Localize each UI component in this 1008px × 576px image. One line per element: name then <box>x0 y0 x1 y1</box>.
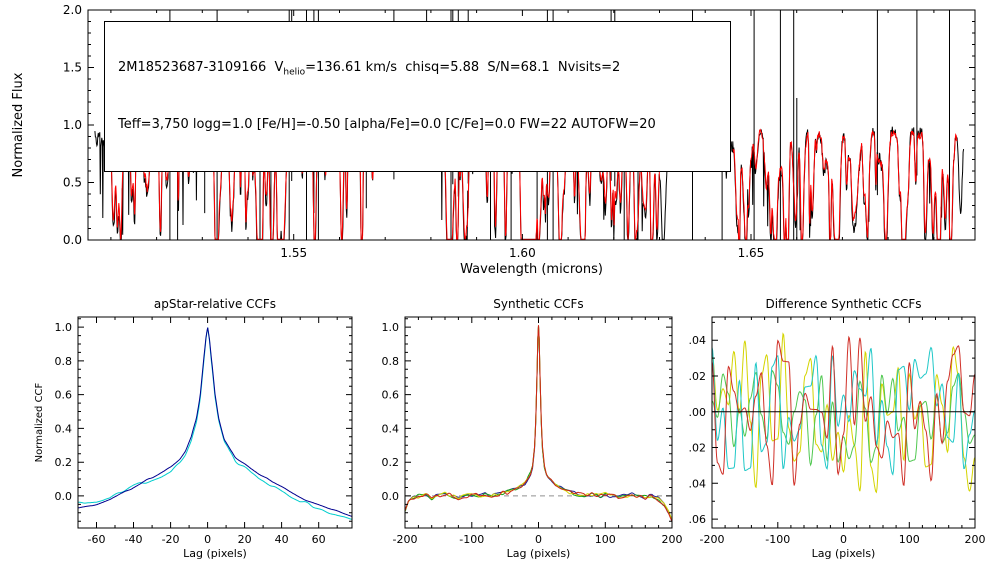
difference-tick-marks <box>711 317 976 528</box>
synthetic-y-tick-label: 0.4 <box>382 422 400 435</box>
spectrum-chart: 1.55 1.60 1.65 0.0 0.5 1.0 1.5 2.0 Wavelength (m… <box>11 3 976 277</box>
spectrum-y-tick-label: 2.0 <box>63 3 82 17</box>
apstar-series-ccf-visit-2 <box>78 327 353 520</box>
difference-y-tick-label: 0.02 <box>688 370 706 383</box>
vhelio-subscript: helio <box>283 67 306 78</box>
annotation-star-id-vhelio: 2M18523687-3109166 V <box>118 60 284 75</box>
spectrum-annotation-box: 2M18523687-3109166 Vhelio=136.61 km/s ch… <box>104 21 731 172</box>
spectrum-panel: 1.55 1.60 1.65 0.0 0.5 1.0 1.5 2.0 Wavelength (m… <box>11 3 976 277</box>
apstar-series-ccf-visit-1 <box>77 327 353 517</box>
synthetic-y-tick-label: 1.0 <box>382 321 400 334</box>
difference-y-tick-label: -0.02 <box>688 442 706 455</box>
apstar-x-tick-label: 60 <box>312 533 326 546</box>
spectrum-y-tick-label: 1.5 <box>63 61 82 75</box>
annotation-line-2: Teff=3,750 logg=1.0 [Fe/H]=-0.50 [alpha/… <box>118 116 656 132</box>
synthetic-ccf-panel: -200 -100 0 100 200 0.0 0.2 0.4 0.6 0.8 1.0 Lag (pi… <box>368 294 688 576</box>
difference-y-tick-label: -0.04 <box>688 477 706 490</box>
apstar-y-tick-label: 0.6 <box>55 389 73 402</box>
apstar-x-axis-label: Lag (pixels) <box>183 547 247 560</box>
difference-x-tick-label: -100 <box>765 533 790 546</box>
synthetic-axes-box <box>404 316 673 529</box>
synthetic-y-tick-label: 0.2 <box>382 456 400 469</box>
spectrum-y-tick-label: 1.0 <box>63 118 82 132</box>
apstar-y-tick-label: 0.0 <box>55 490 73 503</box>
synthetic-x-tick-label: -100 <box>459 533 484 546</box>
apstar-x-tick-label: 40 <box>275 533 289 546</box>
difference-x-tick-label: -200 <box>700 533 725 546</box>
apstar-tick-marks <box>77 317 352 528</box>
synthetic-x-tick-label: 200 <box>662 533 683 546</box>
spectrum-x-tick-label: 1.60 <box>509 246 536 260</box>
synthetic-series-synth-ccf-3 <box>404 325 673 521</box>
apstar-ccf-panel: -60 -40 -20 0 20 40 60 0.0 0.2 0.4 0.6 0.8 1.0 Lag (p… <box>0 294 368 576</box>
apstar-x-tick-label: 20 <box>238 533 252 546</box>
synthetic-x-tick-label: 0 <box>535 533 542 546</box>
apstar-axes-box <box>77 316 353 529</box>
difference-x-tick-label: 0 <box>840 533 847 546</box>
difference-series-diff-ccf-cyan <box>711 346 976 476</box>
synthetic-y-tick-label: 0.8 <box>382 355 400 368</box>
synthetic-x-tick-label: 100 <box>595 533 616 546</box>
apstar-x-tick-label: -60 <box>88 533 106 546</box>
difference-x-axis-label: Lag (pixels) <box>812 547 876 560</box>
synthetic-series-synth-ccf-4 <box>404 325 673 522</box>
spectrum-axes-box <box>87 9 976 241</box>
synthetic-x-tick-label: -200 <box>393 533 418 546</box>
synthetic-y-tick-label: 0.0 <box>382 490 400 503</box>
apstar-y-axis-label: Normalized CCF <box>34 382 45 462</box>
spectrum-x-tick-label: 1.55 <box>280 246 307 260</box>
spectrum-y-axis-label: Normalized Flux <box>11 72 26 177</box>
apstar-x-tick-label: -40 <box>125 533 143 546</box>
difference-title: Difference Synthetic CCFs <box>765 297 921 311</box>
difference-x-tick-label: 200 <box>965 533 986 546</box>
apstar-y-tick-label: 0.2 <box>55 456 73 469</box>
spectrum-y-tick-label: 0.0 <box>63 233 82 247</box>
difference-x-tick-label: 100 <box>899 533 920 546</box>
apstar-title: apStar-relative CCFs <box>154 297 276 311</box>
difference-axes-box <box>711 316 976 529</box>
difference-y-tick-label: 0.04 <box>688 334 706 347</box>
annotation-line-1: 2M18523687-3109166 Vhelio=136.61 km/s ch… <box>118 59 730 82</box>
difference-chart: -200 -100 0 100 200 -0.06 -0.04 -0.02 0.00 0.02 0.… <box>678 297 986 560</box>
synthetic-title: Synthetic CCFs <box>493 297 583 311</box>
spectrum-x-axis-label: Wavelength (microns) <box>460 262 603 277</box>
difference-series-diff-ccf-red <box>711 335 976 486</box>
spectrum-x-tick-label: 1.65 <box>738 246 765 260</box>
apstar-x-tick-label: 0 <box>204 533 211 546</box>
synthetic-y-tick-label: 0.6 <box>382 389 400 402</box>
apstar-y-tick-label: 1.0 <box>55 321 73 334</box>
synthetic-chart: -200 -100 0 100 200 0.0 0.2 0.4 0.6 0.8 1.0 Lag (pi… <box>382 297 683 560</box>
difference-series-diff-ccf-yellow <box>711 332 976 494</box>
difference-y-tick-label: 0.00 <box>688 406 706 419</box>
difference-ccf-panel: -200 -100 0 100 200 -0.06 -0.04 -0.02 0.00 0.02 0.… <box>678 294 1008 576</box>
difference-series-diff-ccf-green <box>711 369 976 467</box>
annotation-stats: =136.61 km/s chisq=5.88 S/N=68.1 Nvisits… <box>305 60 621 75</box>
apstar-x-tick-label: -20 <box>162 533 180 546</box>
apstar-y-tick-label: 0.8 <box>55 355 73 368</box>
spectrum-y-tick-label: 0.5 <box>63 176 82 190</box>
synthetic-series-synth-ccf-2 <box>404 325 673 521</box>
apstar-y-tick-label: 0.4 <box>55 422 73 435</box>
difference-y-tick-label: -0.06 <box>688 513 706 526</box>
synthetic-series-synth-ccf-1 <box>404 326 673 521</box>
apstar-chart: -60 -40 -20 0 20 40 60 0.0 0.2 0.4 0.6 0.8 1.0 Lag (p… <box>34 297 353 560</box>
synthetic-x-axis-label: Lag (pixels) <box>507 547 571 560</box>
